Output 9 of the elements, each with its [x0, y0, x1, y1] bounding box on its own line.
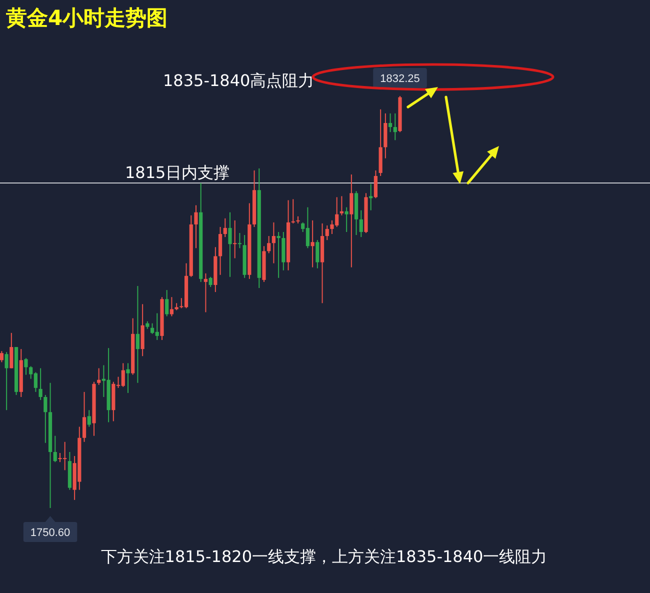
text: 下方关注1815-1820一线支撑，上方关注1835-1840一线阻力: [100, 547, 548, 566]
text: 1835-1840高点阻力: [163, 71, 314, 90]
ref-line-label: 1815日内支撑: [125, 163, 230, 182]
chart-title: 黄金4小时走势图: [5, 6, 168, 30]
price-label: 1832.25: [373, 68, 427, 88]
annotation: 1832.25: [380, 73, 420, 85]
price-label: 1750.60: [23, 516, 78, 542]
annotation: 1750.60: [30, 527, 70, 539]
ref-line: 1815日内支撑: [0, 163, 650, 184]
